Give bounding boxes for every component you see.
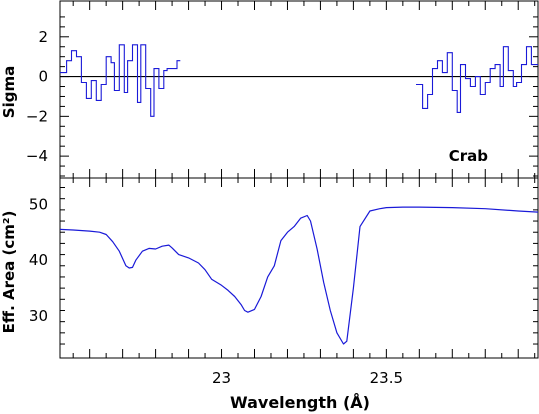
wavelength-tick-label: 23	[212, 369, 231, 387]
x-axis-label: Wavelength (Å)	[230, 393, 370, 412]
crab-annotation: Crab	[449, 147, 489, 165]
sigma-series-segment	[60, 44, 181, 117]
wavelength-tick-label: 23.5	[370, 369, 403, 387]
sigma-axis-label: Sigma	[0, 66, 18, 118]
area-panel-frame	[59, 177, 539, 359]
sigma-series-segment	[416, 46, 538, 113]
sigma-tick-label: 2	[38, 28, 48, 46]
sigma-tick-label: −4	[26, 147, 48, 165]
effective-area-panel: 50 40 30 23 23.5	[29, 177, 539, 387]
area-tick-label: 50	[29, 195, 48, 213]
area-tick-label: 40	[29, 251, 48, 269]
sigma-tick-label: −2	[26, 107, 48, 125]
eff-area-axis-label: Eff. Area (cm²)	[0, 211, 18, 334]
area-tick-label: 30	[29, 307, 48, 325]
effective-area-curve	[59, 206, 539, 345]
sigma-tick-label: 0	[38, 68, 48, 86]
